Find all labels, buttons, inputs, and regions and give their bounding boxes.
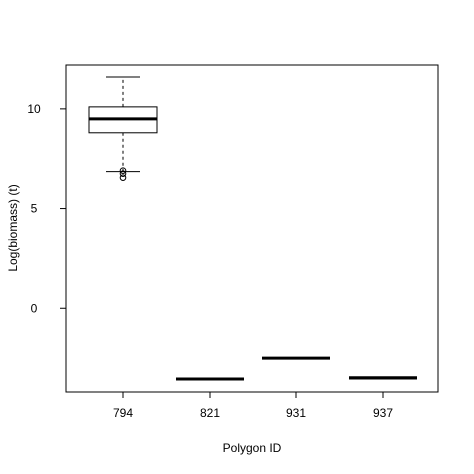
x-tick-label: 821 xyxy=(200,406,220,420)
outlier-point xyxy=(119,170,127,177)
x-tick-label: 931 xyxy=(286,406,306,420)
outlier-point xyxy=(119,167,127,174)
box-937 xyxy=(349,376,417,380)
plot-frame xyxy=(65,64,439,393)
x-axis-title: Polygon ID xyxy=(223,441,282,455)
y-tick-label: 10 xyxy=(27,102,41,116)
box-794 xyxy=(88,76,158,181)
boxes-layer xyxy=(88,76,417,381)
outlier-point xyxy=(119,174,127,181)
x-tick-label: 937 xyxy=(373,406,393,420)
x-tick-label: 794 xyxy=(113,406,133,420)
y-axis-title: Log(biomass) (t) xyxy=(6,184,20,271)
x-axis: 794 821 931 937 xyxy=(113,392,393,420)
y-tick-label: 0 xyxy=(31,301,38,315)
y-axis: 0 5 10 xyxy=(27,102,66,315)
y-tick-label: 5 xyxy=(31,202,38,216)
